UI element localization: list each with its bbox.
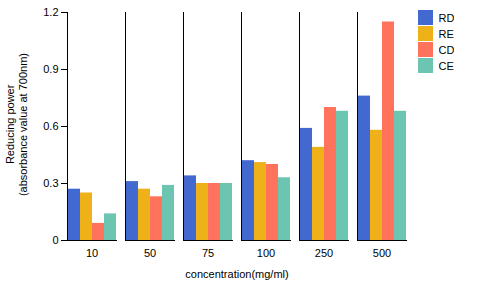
svg-text:500: 500 — [373, 247, 391, 259]
svg-text:0.9: 0.9 — [43, 63, 58, 75]
html-text:CE: CE — [438, 59, 454, 72]
html-text:CD: CD — [438, 43, 455, 56]
svg-text:0.6: 0.6 — [43, 120, 58, 132]
svg-text:1.2: 1.2 — [43, 6, 58, 18]
svg-text:0: 0 — [52, 234, 58, 246]
html-text:RE: RE — [438, 27, 454, 40]
svg-text:concentration(mg/ml): concentration(mg/ml) — [185, 268, 288, 280]
svg-text:10: 10 — [86, 247, 98, 259]
svg-text:250: 250 — [315, 247, 333, 259]
html-text:RD: RD — [438, 11, 455, 24]
svg-text:0.3: 0.3 — [43, 177, 58, 189]
svg-text:100: 100 — [257, 247, 275, 259]
svg-text:50: 50 — [144, 247, 156, 259]
svg-text:75: 75 — [202, 247, 214, 259]
html-text:Reducing power (absorbance val: Reducing power (absorbance value at 700n… — [3, 53, 29, 197]
